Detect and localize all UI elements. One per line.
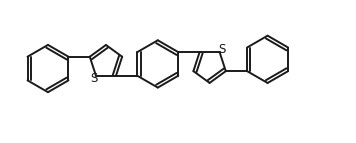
Text: S: S bbox=[218, 43, 226, 56]
Text: S: S bbox=[90, 72, 97, 85]
